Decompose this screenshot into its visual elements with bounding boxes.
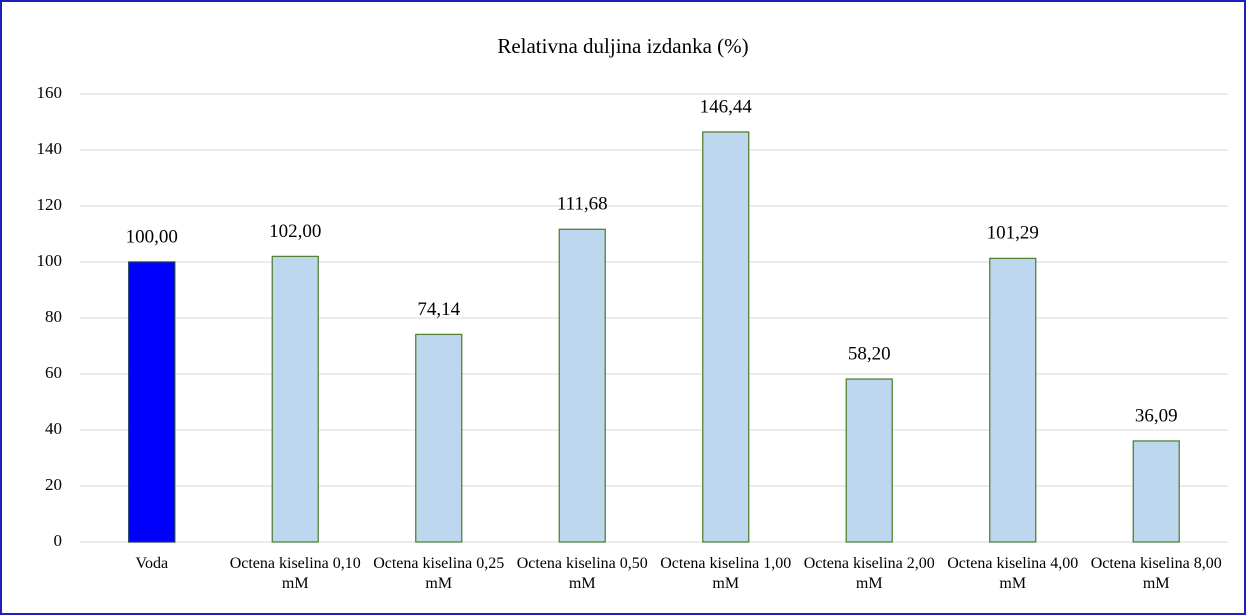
- x-tick-label: Octena kiselina 2,00 mM: [803, 555, 935, 592]
- bar: [415, 333, 463, 543]
- x-tick-label: Octena kiselina 0,50 mM: [516, 555, 648, 592]
- y-tick-label: 0: [54, 531, 63, 550]
- y-tick-label: 20: [45, 475, 62, 494]
- x-tick-label: Octena kiselina 0,10 mM: [229, 555, 361, 592]
- data-label: 100,00: [126, 226, 178, 247]
- bar: [271, 255, 319, 543]
- data-label: 146,44: [700, 96, 753, 117]
- x-tick-label: Voda: [135, 555, 169, 572]
- bar: [702, 131, 750, 543]
- bar: [558, 228, 606, 543]
- x-tick-label: Octena kiselina 4,00 mM: [947, 555, 1079, 592]
- y-tick-label: 80: [45, 307, 62, 326]
- y-tick-label: 100: [37, 251, 63, 270]
- y-tick-label: 60: [45, 363, 62, 382]
- y-tick-label: 40: [45, 419, 62, 438]
- chart-title: Relativna duljina izdanka (%): [497, 34, 748, 58]
- bar: [845, 378, 893, 543]
- y-tick-label: 140: [37, 139, 63, 158]
- data-label: 74,14: [417, 299, 460, 320]
- y-tick-label: 120: [37, 195, 63, 214]
- y-tick-label: 160: [37, 83, 63, 102]
- bar: [989, 257, 1037, 543]
- x-tick-label: Octena kiselina 8,00 mM: [1090, 555, 1222, 592]
- bar: [128, 261, 176, 543]
- data-label: 102,00: [269, 221, 321, 242]
- data-label: 111,68: [557, 194, 608, 215]
- x-tick-label: Octena kiselina 1,00 mM: [660, 555, 792, 592]
- data-label: 58,20: [848, 343, 891, 364]
- data-label: 101,29: [987, 223, 1039, 244]
- bar: [1132, 440, 1180, 543]
- data-label: 36,09: [1135, 405, 1178, 426]
- x-tick-label: Octena kiselina 0,25 mM: [373, 555, 505, 592]
